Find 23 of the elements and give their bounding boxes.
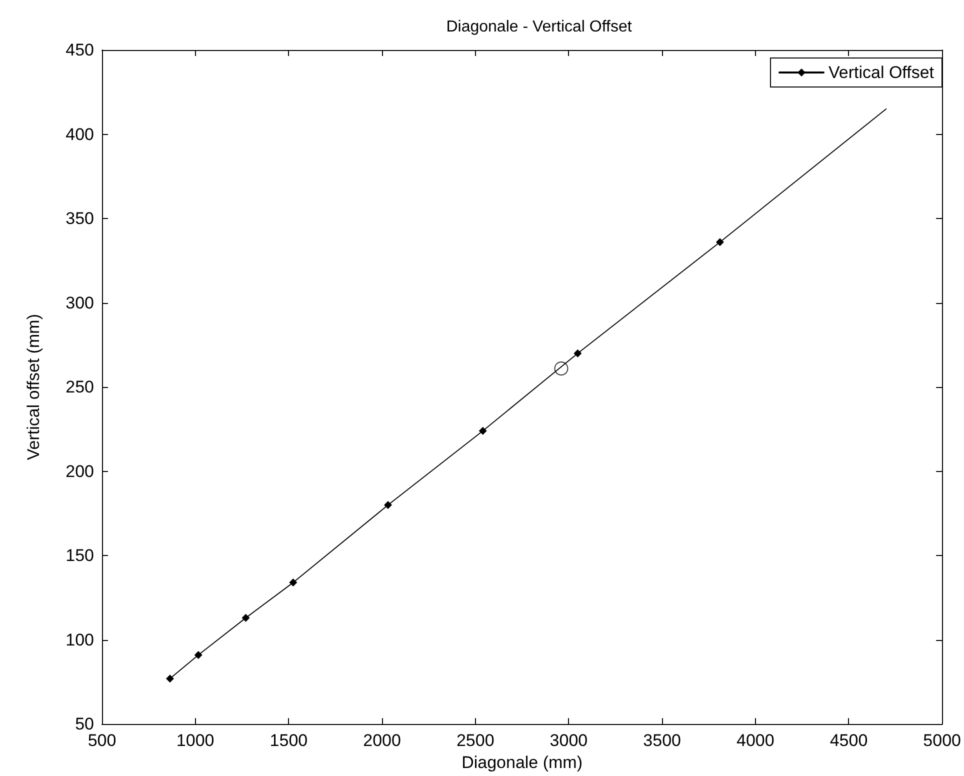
y-tick-label: 300 <box>66 293 94 312</box>
y-tick-label: 350 <box>66 209 94 228</box>
x-tick-label: 1500 <box>270 731 308 750</box>
x-tick-label: 5000 <box>923 731 962 750</box>
x-tick-label: 3000 <box>550 731 588 750</box>
y-axis-title: Vertical offset (mm) <box>24 314 43 460</box>
y-tick-label: 150 <box>66 546 94 566</box>
legend-label: Vertical Offset <box>828 63 934 82</box>
x-axis-title: Diagonale (mm) <box>462 753 583 772</box>
y-tick-label: 450 <box>66 40 94 60</box>
x-tick-label: 2000 <box>363 731 401 750</box>
y-tick-label: 200 <box>66 462 94 481</box>
y-tick-label: 50 <box>75 714 94 734</box>
x-tick-label: 4000 <box>736 731 774 750</box>
x-tick-label: 1000 <box>176 731 214 750</box>
x-tick-label: 3500 <box>643 731 681 750</box>
x-tick-label: 4500 <box>830 731 868 750</box>
chart-title: Diagonale - Vertical Offset <box>446 18 632 36</box>
x-tick-label: 500 <box>88 731 116 750</box>
x-tick-label: 2500 <box>456 731 494 750</box>
y-tick-label: 400 <box>66 124 94 144</box>
y-tick-label: 100 <box>66 630 94 650</box>
y-tick-label: 250 <box>66 378 94 397</box>
